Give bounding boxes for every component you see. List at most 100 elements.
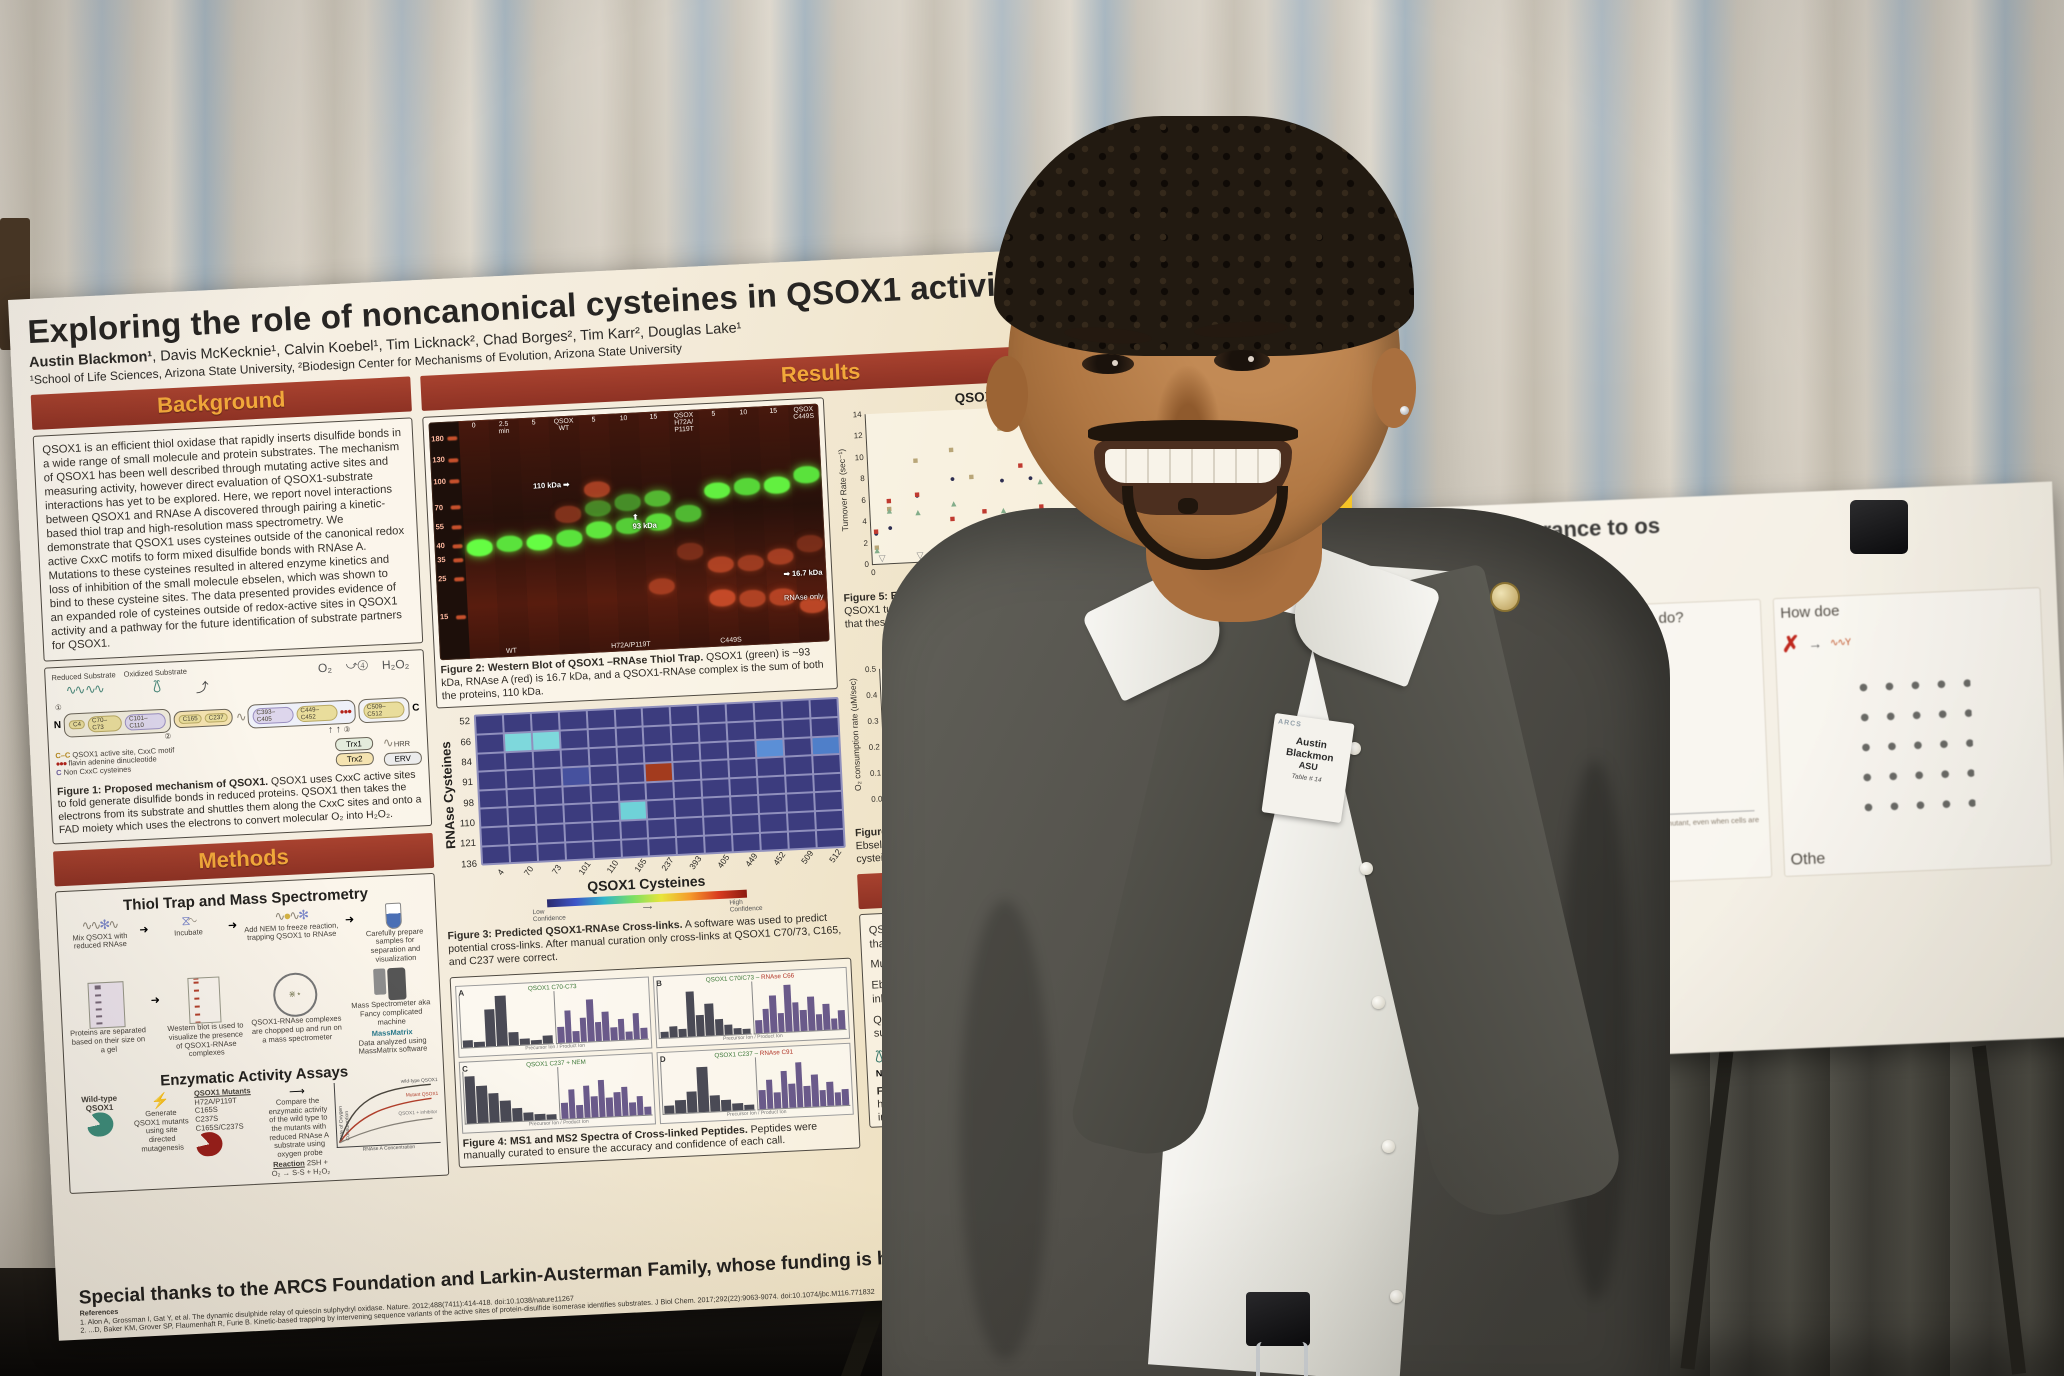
fig1-o2-label: O₂ bbox=[317, 660, 333, 676]
western-blot-image: 180 130 100 70 55 40 35 25 15 0 2.5 min 5 QSOX WT 5 1… bbox=[428, 403, 830, 661]
figure3-panel: RNAse Cysteines 52 66 84 91 98 110 121 136 4 70 7… bbox=[437, 697, 851, 968]
legend-label-noncxxc: Non CxxC cysteines bbox=[63, 764, 132, 777]
oxidized-substrate-squiggle: ⟅⟆ bbox=[152, 677, 160, 694]
heatmap-cell bbox=[672, 743, 700, 762]
heatmap-cell bbox=[675, 799, 703, 817]
binder-clip-wire bbox=[1256, 1342, 1308, 1376]
heatmap-cell bbox=[616, 727, 643, 746]
y-tick: 14 bbox=[852, 409, 862, 420]
y-tick: 0 bbox=[864, 559, 870, 569]
data-point: ▲ bbox=[1035, 476, 1045, 487]
blot-marker-label: 180 bbox=[431, 433, 445, 444]
heatmap-cell bbox=[587, 710, 615, 729]
y-tick: 4 bbox=[862, 516, 868, 527]
data-point: ▽ bbox=[916, 550, 924, 561]
binder-clip-right-poster[interactable] bbox=[1850, 500, 1908, 554]
heatmap-cell bbox=[619, 801, 647, 820]
fig1-step4: ④ bbox=[357, 658, 369, 672]
heatmap-row-label: 98 bbox=[463, 797, 475, 810]
sample-tube-icon bbox=[385, 902, 403, 930]
data-point: ▲ bbox=[998, 504, 1009, 516]
data-point: ● bbox=[1004, 726, 1011, 737]
colorbar-arrow: ⟶ bbox=[642, 904, 653, 912]
data-point: ● bbox=[999, 474, 1005, 486]
linker-squiggle: ∿ bbox=[235, 708, 245, 724]
heatmap-cell bbox=[726, 703, 754, 722]
data-point: ● bbox=[948, 701, 955, 713]
bar: 3.2 bbox=[1490, 744, 1503, 821]
heatmap-cell bbox=[533, 750, 561, 769]
figure2-panel: 180 130 100 70 55 40 35 25 15 0 2.5 min 5 QSOX WT 5 1… bbox=[422, 397, 839, 709]
bar: 4.2 bbox=[1476, 724, 1489, 822]
heatmap-cell bbox=[480, 808, 508, 827]
blot-marker-label: 15 bbox=[439, 612, 449, 622]
blot-lanes: 0 2.5 min 5 QSOX WT 5 10 15 QSOX H72A/ P119T 5 10… bbox=[458, 403, 830, 659]
binder-clip-bottom[interactable] bbox=[1246, 1292, 1310, 1346]
background-methods-column: Background QSOX1 is an efficient thiol o… bbox=[30, 376, 452, 1246]
fig1-domain-key: Trx1 Trx2 bbox=[334, 736, 374, 768]
data-point: ■ bbox=[981, 505, 988, 517]
legend-entry: ▽ H72A/P119T bbox=[1119, 457, 1186, 472]
heatmap-cell bbox=[699, 723, 727, 742]
data-point: ■ bbox=[968, 471, 975, 482]
bar: 2.4 bbox=[1575, 758, 1587, 818]
heatmap-cell bbox=[671, 706, 698, 725]
heatmap-cell bbox=[561, 748, 589, 767]
reduced-substrate-squiggle: ∿∿ ∿∿ bbox=[65, 680, 104, 698]
heatmap-cell bbox=[730, 777, 758, 796]
heatmap-cell bbox=[704, 816, 732, 835]
fig1-step3: ③ bbox=[343, 724, 351, 734]
blot-marker-label: 35 bbox=[436, 555, 446, 565]
heatmap-cell bbox=[703, 797, 731, 816]
heatmap-cell bbox=[506, 770, 534, 788]
blot-93kda-annotation: ⬆ 93 kDa bbox=[632, 512, 658, 531]
figure4-panel: A QSOX1 C70-C73 Precursor Ion / Product Io… bbox=[449, 957, 861, 1169]
bar: 2.5 bbox=[1561, 756, 1573, 818]
substrate-squiggles: ⟅⟆ ⟅⟆ ∿̂ ∿̂ bbox=[874, 1046, 914, 1064]
cysteine-pill: C449–C452 bbox=[296, 704, 339, 723]
arrow-glyph: → bbox=[1807, 635, 1823, 652]
blot-167kda-annotation: ➡ 16.7 kDa bbox=[783, 567, 823, 579]
heatmap-cell bbox=[503, 714, 531, 733]
blot-marker-label: 55 bbox=[435, 521, 445, 532]
heatmap-cell bbox=[477, 752, 505, 771]
y-tick: 0.3 bbox=[867, 716, 879, 727]
curved-arrow-icon: ⤴ bbox=[195, 679, 210, 696]
fad-dots: ●●● bbox=[339, 706, 352, 717]
mass-spec-label: Mass Spectrometer aka Fancy complicated … bbox=[350, 997, 431, 1027]
heatmap-cell bbox=[758, 776, 786, 795]
cysteine-pill: C4 bbox=[68, 719, 86, 730]
x-tick: 10⁻¹ bbox=[1039, 794, 1056, 805]
x-tick: 0 bbox=[870, 567, 876, 578]
heatmap-cell bbox=[618, 764, 645, 783]
method-step4: Carefully prepare samples for separation… bbox=[365, 926, 424, 964]
fig7-n: N bbox=[875, 1067, 883, 1079]
x-tick: 750 bbox=[1008, 560, 1023, 571]
bar: 2.6 bbox=[1547, 754, 1559, 819]
heatmap-cell bbox=[591, 803, 619, 822]
data-point: ▽ bbox=[1058, 542, 1067, 554]
heatmap-cell bbox=[508, 807, 535, 826]
fig1-n-terminus: N bbox=[53, 720, 62, 732]
figure6-panel: WT vs C165S/C237S Ebselen Inhibition O₂ c… bbox=[846, 620, 1245, 866]
heatmap-cell bbox=[811, 717, 839, 736]
heatmap-cell bbox=[481, 827, 508, 846]
y-tick: 0.4 bbox=[866, 690, 878, 701]
heatmap-cell bbox=[785, 756, 813, 775]
x-tick: 10³ bbox=[1114, 791, 1127, 801]
heatmap-cell bbox=[563, 785, 590, 804]
data-point: ■ bbox=[914, 488, 921, 499]
heatmap-cell bbox=[564, 823, 592, 841]
heatmap-row-label: 121 bbox=[459, 838, 477, 851]
heatmap-cell bbox=[674, 780, 702, 799]
heatmap-cell bbox=[784, 737, 812, 756]
heatmap-cell bbox=[815, 792, 842, 811]
methods-flow-row2: Proteins are separated based on their si… bbox=[66, 966, 436, 1071]
colorbar-low-label: Low Confidence bbox=[532, 908, 566, 924]
x-tick: 10⁻⁹ bbox=[892, 801, 910, 812]
up-arrows: ↑ ↑ ③ bbox=[327, 723, 351, 736]
binder-clip[interactable] bbox=[1095, 232, 1229, 334]
fig7-c: C bbox=[1172, 1053, 1180, 1064]
figure6-legend: ● WT ▲ C165S/C237S bbox=[1123, 655, 1236, 685]
heatmap-cell bbox=[645, 744, 672, 763]
